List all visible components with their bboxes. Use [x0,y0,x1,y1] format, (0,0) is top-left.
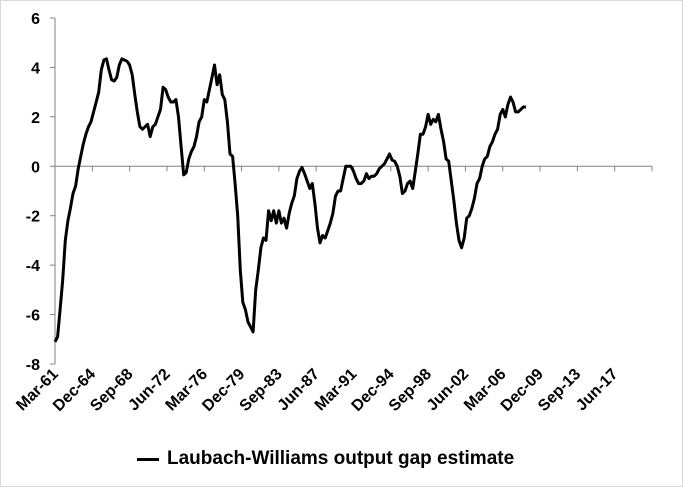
y-tick-label: -2 [26,209,40,226]
legend: Laubach-Williams output gap estimate [137,448,514,470]
y-tick-label: 2 [31,110,40,127]
series-layer [53,57,526,343]
y-tick-label: -6 [26,308,40,325]
legend-series-label: Laubach-Williams output gap estimate [167,448,515,469]
x-tick-label: Sep-68 [87,366,136,415]
x-axis-ticks: Mar-61Dec-64Sep-68Jun-72Mar-76Dec-79Sep-… [13,166,653,415]
series-line-laubach-williams [53,57,526,343]
y-tick-label: -4 [26,258,40,275]
x-tick-label: Jun-17 [573,366,622,415]
y-tick-label: 4 [31,60,40,77]
y-axis-ticks: -8 -6 -4 -2 0 2 4 6 [26,11,55,374]
y-tick-label: -8 [26,357,40,374]
y-tick-label: 0 [31,159,40,176]
x-tick-label: Sep-83 [237,366,286,415]
x-tick-label: Sep-98 [386,366,435,415]
x-tick-label: Sep-13 [535,366,584,415]
legend-line-swatch [137,457,159,461]
y-tick-label: 6 [31,11,40,28]
